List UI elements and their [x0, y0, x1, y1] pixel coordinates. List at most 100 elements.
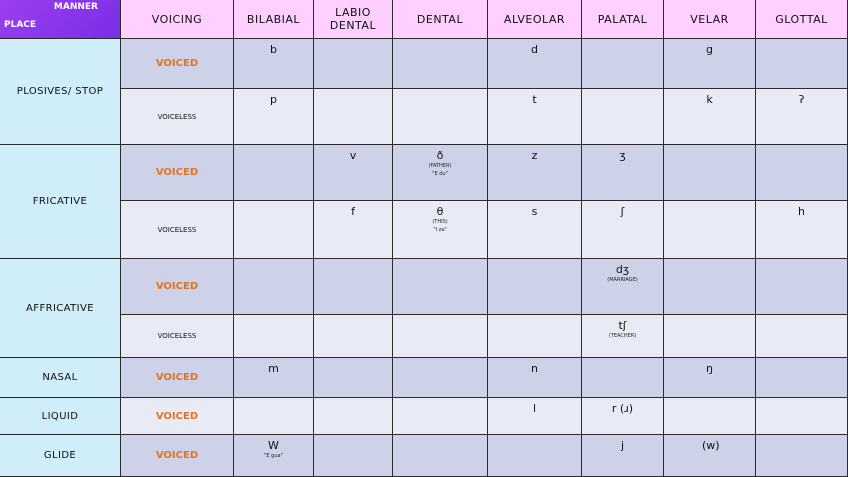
header-palatal: PALATAL [582, 0, 664, 39]
cell-empty [756, 259, 848, 315]
cell-plosive-voiceless-velar: k [664, 89, 756, 145]
symbol-m: m [268, 362, 279, 375]
cell-empty [393, 435, 488, 477]
cell-empty [314, 435, 393, 477]
symbol-p: p [270, 93, 277, 106]
voicing-voiced: VOICED [121, 398, 234, 435]
cell-empty [582, 358, 664, 398]
cell-empty [393, 89, 488, 145]
cell-fric-voiceless-dental: θ (THIS) "I za" [393, 201, 488, 259]
example-pronunciation: "E du" [432, 171, 448, 177]
cell-empty [314, 259, 393, 315]
example-word: (MARRIAGE) [607, 277, 638, 283]
cell-empty [488, 315, 582, 358]
cell-fric-voiceless-palatal: ʃ [582, 201, 664, 259]
header-voicing: VOICING [121, 0, 234, 39]
symbol-r: r (ɹ) [611, 402, 634, 415]
cell-empty [393, 39, 488, 89]
cell-plosive-voiceless-glottal: ʔ [756, 89, 848, 145]
cell-glide-velar: (w) [664, 435, 756, 477]
cell-empty [756, 398, 848, 435]
voicing-voiceless: VOICELESS [121, 315, 234, 358]
cell-empty [756, 358, 848, 398]
cell-empty [234, 315, 314, 358]
cell-nasal-velar: ŋ [664, 358, 756, 398]
header-glottal: GLOTTAL [756, 0, 848, 39]
cell-empty [664, 398, 756, 435]
cell-empty [756, 435, 848, 477]
symbol-g: g [706, 43, 713, 56]
cell-empty [393, 358, 488, 398]
symbol-w: W [268, 439, 279, 452]
symbol-eng: ŋ [706, 362, 713, 375]
symbol-b: b [270, 43, 277, 56]
cell-empty [664, 145, 756, 201]
cell-fric-voiceless-alveolar: s [488, 201, 582, 259]
symbol-n: n [531, 362, 538, 375]
cell-empty [314, 398, 393, 435]
symbol-tsh: tʃ [618, 319, 627, 332]
symbol-d: d [531, 43, 538, 56]
cell-glide-palatal: j [582, 435, 664, 477]
symbol-theta: θ [436, 205, 444, 218]
row-header-affricative: AFFRICATIVE [0, 259, 121, 358]
cell-empty [234, 145, 314, 201]
cell-fric-voiced-alveolar: z [488, 145, 582, 201]
cell-empty [756, 315, 848, 358]
symbol-f: f [351, 205, 355, 218]
symbol-j: j [620, 439, 625, 452]
voicing-voiced: VOICED [121, 435, 234, 477]
cell-empty [314, 39, 393, 89]
cell-plosive-voiceless-bilabial: p [234, 89, 314, 145]
voicing-voiced: VOICED [121, 39, 234, 89]
cell-empty [234, 259, 314, 315]
cell-fric-voiced-palatal: ʒ [582, 145, 664, 201]
header-dental: DENTAL [393, 0, 488, 39]
symbol-z: z [531, 149, 538, 162]
header-labiodental: LABIO DENTAL [314, 0, 393, 39]
header-labiodental-line2: DENTAL [329, 19, 377, 32]
voicing-voiced: VOICED [121, 145, 234, 201]
cell-empty [314, 89, 393, 145]
symbol-w-velar: (w) [702, 439, 720, 452]
voicing-voiced: VOICED [121, 358, 234, 398]
cell-empty [756, 145, 848, 201]
cell-empty [664, 201, 756, 259]
cell-glide-bilabial: W "E gua" [234, 435, 314, 477]
cell-affr-voiceless-palatal: tʃ (TEACHER) [582, 315, 664, 358]
cell-empty [582, 89, 664, 145]
cell-empty [582, 39, 664, 89]
cell-liquid-alveolar: l [488, 398, 582, 435]
cell-nasal-alveolar: n [488, 358, 582, 398]
cell-empty [488, 435, 582, 477]
cell-fric-voiceless-glottal: h [756, 201, 848, 259]
header-labiodental-line1: LABIO [335, 6, 371, 19]
cell-empty [234, 201, 314, 259]
voicing-voiceless: VOICELESS [121, 201, 234, 259]
cell-empty [393, 259, 488, 315]
symbol-k: k [706, 93, 713, 106]
voicing-voiceless: VOICELESS [121, 89, 234, 145]
header-alveolar: ALVEOLAR [488, 0, 582, 39]
symbol-h: h [798, 205, 805, 218]
cell-empty [488, 259, 582, 315]
cell-affr-voiced-palatal: dʒ (MARRIAGE) [582, 259, 664, 315]
cell-empty [664, 259, 756, 315]
cell-plosive-voiced-velar: g [664, 39, 756, 89]
symbol-eth: ð [436, 149, 444, 162]
example-pronunciation: "I za" [433, 227, 447, 233]
cell-empty [756, 39, 848, 89]
cell-fric-voiced-dental: ð (FATHER) "E du" [393, 145, 488, 201]
manner-label: MANNER [53, 2, 98, 12]
symbol-s: s [531, 205, 538, 218]
example-word: (THIS) [432, 219, 448, 225]
cell-nasal-bilabial: m [234, 358, 314, 398]
cell-fric-voiced-labiodental: v [314, 145, 393, 201]
cell-empty [314, 358, 393, 398]
cell-plosive-voiced-alveolar: d [488, 39, 582, 89]
row-header-fricative: FRICATIVE [0, 145, 121, 259]
cell-empty [314, 315, 393, 358]
place-label: PLACE [4, 20, 37, 30]
example-word: (FATHER) [428, 163, 452, 169]
